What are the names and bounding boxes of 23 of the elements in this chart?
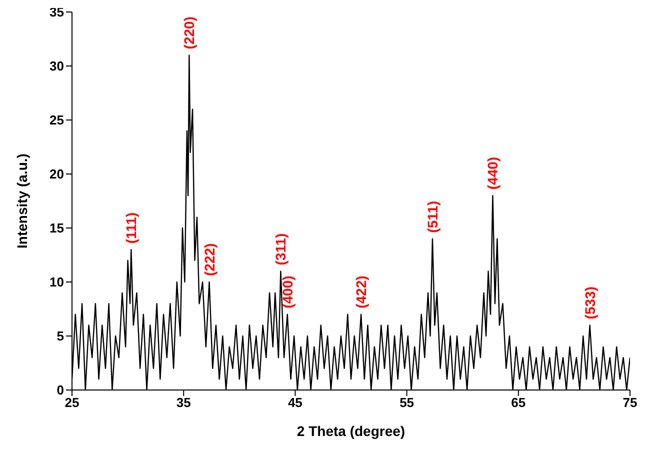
x-tick-label: 75	[622, 395, 638, 410]
annotation: (533)	[582, 286, 598, 320]
annotation: (422)	[353, 276, 370, 308]
x-tick-label: 55	[400, 395, 414, 410]
annotation: (400)	[279, 276, 296, 308]
y-tick-label: 30	[50, 58, 64, 74]
y-tick-label: 15	[50, 220, 64, 236]
y-tick-label: 10	[50, 274, 64, 290]
annotation: (111)	[123, 212, 140, 244]
annotation: (222)	[201, 243, 218, 276]
x-tick-label: 45	[288, 395, 302, 410]
y-tick-label: 25	[50, 112, 64, 128]
y-tick-label: 5	[56, 328, 64, 344]
y-tick-label: 20	[50, 166, 64, 182]
annotation: (511)	[424, 200, 440, 233]
y-axis-title: Intensity (a.u.)	[14, 154, 30, 248]
x-tick-label: 65	[511, 395, 526, 410]
annotation: (440)	[484, 156, 501, 190]
y-tick-label: 0	[56, 382, 64, 398]
annotation: (311)	[272, 233, 289, 266]
annotation: (220)	[181, 16, 198, 50]
x-tick-label: 35	[176, 395, 191, 410]
x-axis-title: 2 Theta (degree)	[296, 423, 406, 439]
